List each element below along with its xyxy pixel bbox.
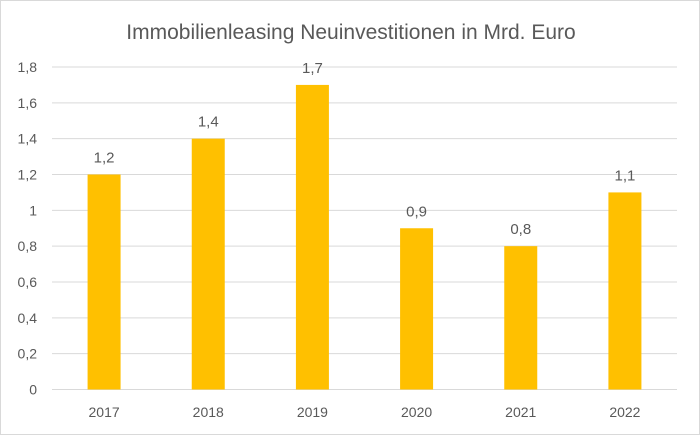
y-tick-label: 1,2	[18, 167, 38, 183]
y-tick-label: 1,6	[18, 95, 38, 111]
x-tick-label: 2020	[401, 404, 432, 420]
bar-2020	[400, 228, 434, 390]
y-tick-label: 0,6	[18, 274, 38, 290]
data-label: 1,1	[614, 167, 635, 184]
x-tick-label: 2021	[505, 404, 536, 420]
data-label: 0,9	[406, 203, 427, 220]
bar-2018	[191, 138, 225, 390]
x-tick-label: 2018	[193, 404, 224, 420]
y-tick-label: 0,4	[18, 310, 38, 326]
x-tick-label: 2017	[89, 404, 120, 420]
bar-2021	[504, 246, 538, 390]
bar-2017	[87, 174, 121, 390]
y-tick-label: 1,4	[18, 131, 38, 147]
x-tick-label: 2022	[609, 404, 640, 420]
bar-2019	[295, 84, 329, 390]
bar-2022	[608, 192, 642, 390]
x-tick-label: 2019	[297, 404, 328, 420]
data-label: 1,7	[302, 60, 323, 77]
y-tick-label: 0,2	[18, 346, 38, 362]
y-tick-label: 1,8	[18, 59, 38, 75]
data-label: 1,4	[198, 114, 219, 131]
data-label: 0,8	[510, 221, 531, 238]
y-tick-label: 1	[29, 202, 37, 218]
y-tick-label: 0,8	[18, 238, 38, 254]
chart-title: Immobilienleasing Neuinvestitionen in Mr…	[126, 21, 575, 44]
data-label: 1,2	[94, 150, 115, 167]
y-tick-label: 0	[29, 382, 37, 398]
